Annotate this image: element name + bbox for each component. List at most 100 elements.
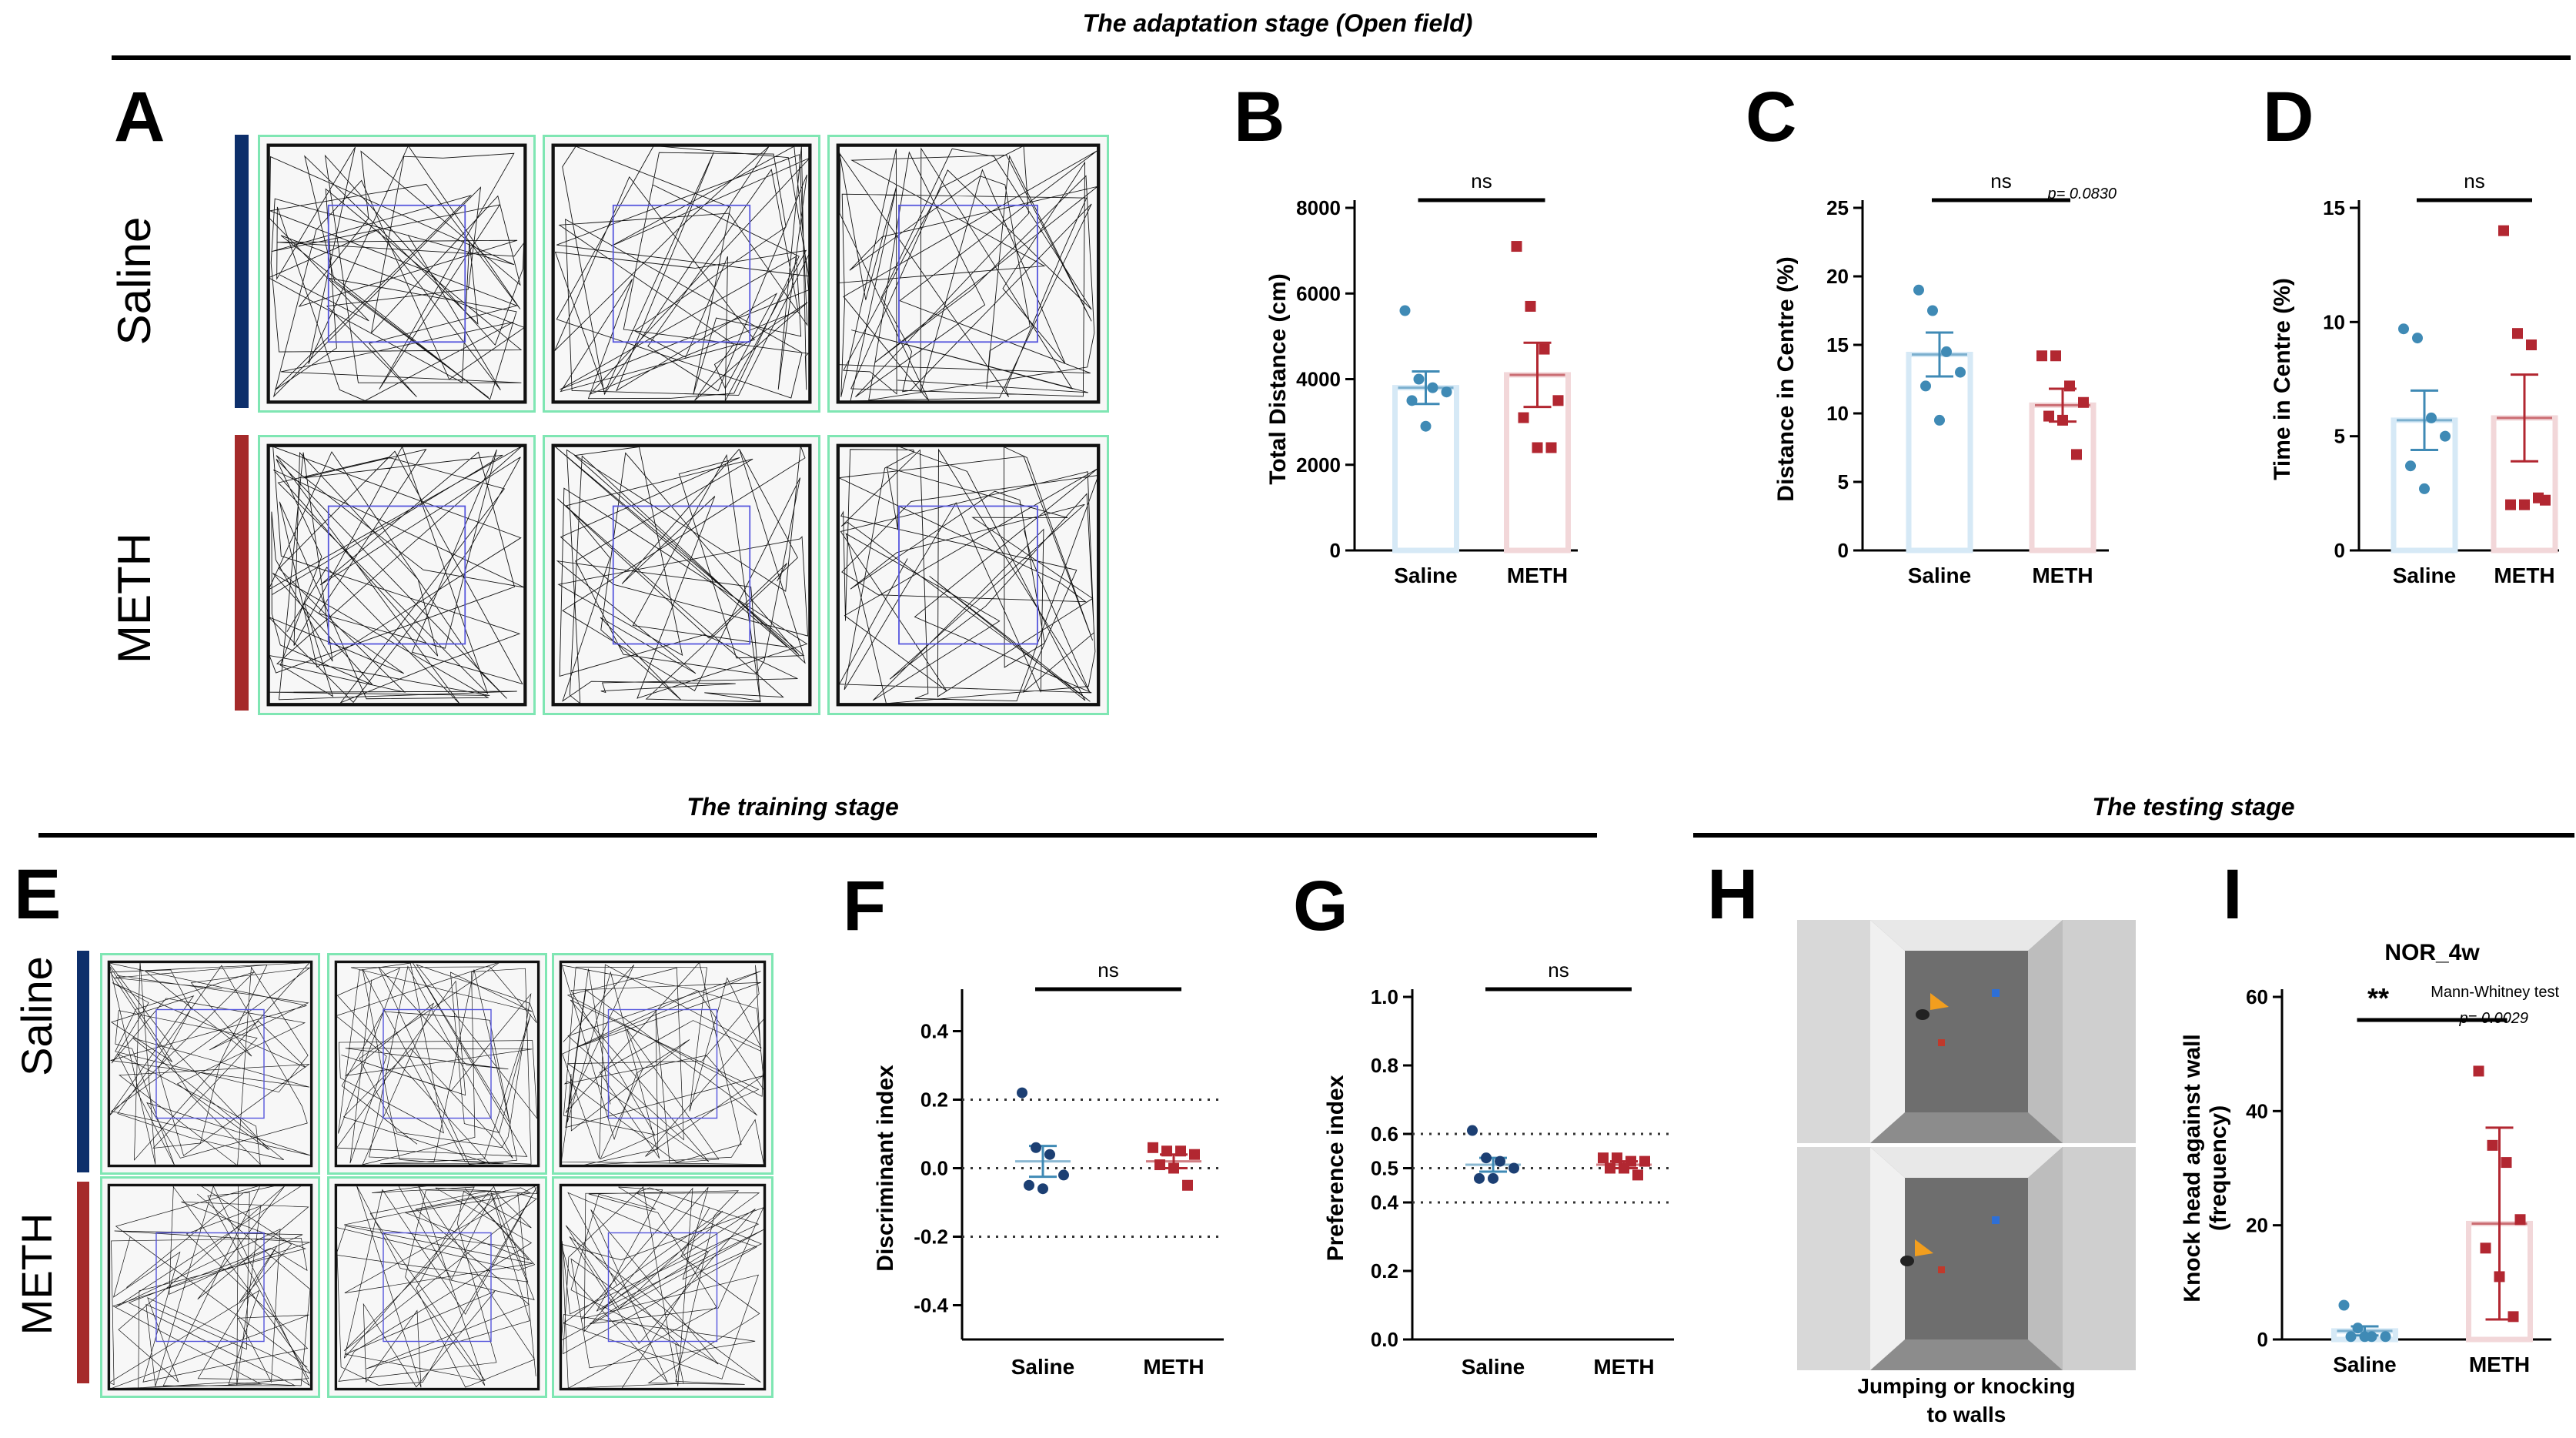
x-tick-label: METH xyxy=(1507,563,1568,587)
centre-zone xyxy=(898,204,1038,343)
y-tick-label: 0 xyxy=(2334,539,2345,562)
data-point-saline xyxy=(1920,380,1931,392)
significance-label: ns xyxy=(1548,958,1569,982)
y-tick-label: 20 xyxy=(2246,1214,2268,1237)
centre-zone xyxy=(607,1232,718,1343)
track-plot xyxy=(100,953,320,1175)
data-point-meth xyxy=(1598,1152,1609,1164)
centre-zone xyxy=(327,505,466,645)
panel-letter-A: A xyxy=(114,78,165,156)
data-point-saline xyxy=(2440,430,2451,442)
panel-letter-B: B xyxy=(1234,78,1285,156)
wall-right xyxy=(2063,920,2136,1143)
data-point-meth xyxy=(2514,1214,2526,1226)
centre-zone xyxy=(155,1008,265,1119)
data-point-saline xyxy=(2398,323,2409,335)
x-tick-label: METH xyxy=(1143,1355,1204,1379)
y-tick-label: 5 xyxy=(1838,470,1849,493)
data-point-meth xyxy=(1518,412,1529,423)
stage-title-adaptation: The adaptation stage (Open field) xyxy=(1082,9,1473,37)
data-point-meth xyxy=(2050,350,2061,362)
arena-border xyxy=(266,143,527,404)
data-point-saline xyxy=(1031,1142,1041,1153)
chart-discriminant-index: -0.4 -0.2 0.0 0.2 0.4 Discriminant index Salin… xyxy=(873,958,1224,1379)
arena-floor xyxy=(1905,951,2028,1112)
centre-zone xyxy=(383,1232,492,1343)
p-value-label: p= 0.0830 xyxy=(2046,186,2117,202)
data-point-meth xyxy=(2480,1242,2491,1254)
track-path xyxy=(335,961,538,1165)
group-label-saline-E: Saline xyxy=(12,956,61,1076)
wall-side-left xyxy=(1870,1147,1905,1370)
chart-preference-index: 0.0 0.2 0.4 0.5 0.6 0.8 1.0 Preference index Sal… xyxy=(1323,958,1674,1379)
data-point-saline xyxy=(2345,1331,2357,1343)
arena-border xyxy=(559,960,767,1168)
data-point-saline xyxy=(1017,1087,1027,1099)
y-tick-label: 0.2 xyxy=(920,1089,948,1112)
object-blue xyxy=(1992,989,2000,997)
data-point-saline xyxy=(2419,483,2430,494)
wall-left xyxy=(1797,920,1870,1143)
track-path xyxy=(554,145,810,401)
y-tick-label: 4000 xyxy=(1296,368,1341,391)
centre-zone xyxy=(155,1232,265,1343)
arena-border xyxy=(266,443,527,707)
track-path xyxy=(108,961,311,1166)
panel-letter-D: D xyxy=(2263,78,2314,156)
data-point-saline xyxy=(1934,414,1945,426)
y-axis-label: (frequency) xyxy=(2206,1105,2231,1231)
data-point-meth xyxy=(2487,1139,2498,1151)
p-value-label: p= 0.0029 xyxy=(2458,1010,2528,1027)
x-tick-label: Saline xyxy=(1011,1355,1074,1379)
x-tick-label: METH xyxy=(1593,1355,1654,1379)
chart-total-distance: 0 2000 4000 6000 8000 Total Distance (cm) Sali… xyxy=(1265,169,1578,587)
arena-photo xyxy=(1797,1147,2136,1370)
track-path xyxy=(837,145,1098,402)
centre-zone xyxy=(898,505,1038,645)
data-point-saline xyxy=(1509,1162,1519,1174)
x-tick-label: METH xyxy=(2032,563,2093,587)
panel-letter-G: G xyxy=(1293,867,1348,945)
arena-border xyxy=(836,443,1101,707)
track-plot xyxy=(327,953,547,1175)
data-point-meth xyxy=(2519,499,2530,510)
centre-zone xyxy=(607,1008,718,1119)
group-bar-saline-A xyxy=(235,135,249,408)
centre-zone xyxy=(327,204,466,343)
track-plot xyxy=(258,435,536,715)
significance-label: ns xyxy=(2464,169,2484,192)
chart-title: NOR_4w xyxy=(2384,943,2480,965)
track-plot xyxy=(543,135,820,413)
data-point-meth xyxy=(1189,1149,1200,1160)
y-tick-label: 15 xyxy=(1826,333,1849,356)
track-path xyxy=(109,1185,311,1390)
panel-letter-E: E xyxy=(14,855,62,934)
data-point-meth xyxy=(2043,410,2054,422)
x-tick-label: Saline xyxy=(1462,1355,1525,1379)
y-axis-label: Time in Centre (%) xyxy=(2270,278,2295,480)
data-point-meth xyxy=(2064,380,2075,392)
data-point-meth xyxy=(1552,395,1564,406)
data-point-meth xyxy=(1525,300,1536,312)
y-tick-label: 0 xyxy=(1838,539,1849,562)
x-tick-label: Saline xyxy=(2333,1353,2396,1376)
data-point-meth xyxy=(2036,350,2047,362)
data-point-meth xyxy=(1539,343,1550,355)
track-plot xyxy=(552,1176,773,1398)
data-point-saline xyxy=(1037,1183,1048,1195)
y-tick-label: 2000 xyxy=(1296,453,1341,477)
centre-zone xyxy=(612,204,751,343)
y-tick-label: 10 xyxy=(1826,402,1849,425)
test-label: Mann-Whitney test xyxy=(2431,984,2559,1001)
centre-zone xyxy=(612,505,751,645)
object-red xyxy=(1938,1266,1945,1273)
y-tick-label: 0.2 xyxy=(1371,1259,1398,1282)
y-tick-label: 40 xyxy=(2246,1099,2268,1122)
y-tick-label: 6000 xyxy=(1296,282,1341,305)
data-point-saline xyxy=(1044,1149,1055,1160)
stage-rule-testing xyxy=(1693,833,2574,838)
caption-H-line2: to walls xyxy=(1926,1403,2006,1426)
y-tick-label: 0.8 xyxy=(1371,1054,1398,1077)
x-tick-label: Saline xyxy=(1908,563,1971,587)
data-point-saline xyxy=(1474,1172,1485,1184)
